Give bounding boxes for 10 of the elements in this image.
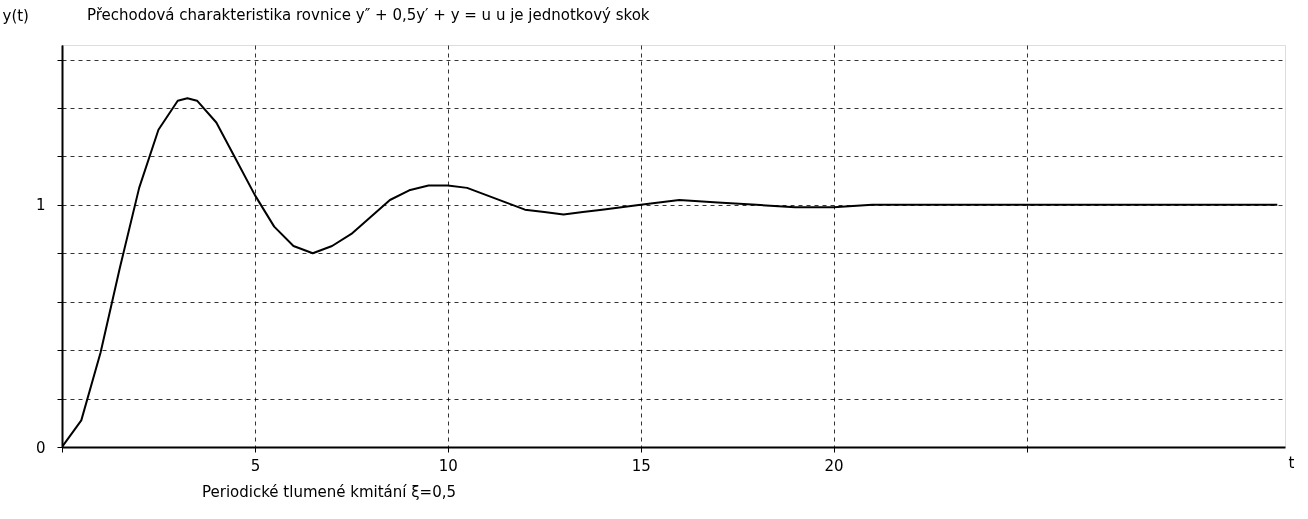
x-axis-title: t (1288, 453, 1295, 472)
x-tick-label: 15 (631, 456, 651, 475)
y-tick-label: 1 (35, 196, 46, 215)
x-tick-label: 10 (438, 456, 458, 475)
text: Periodické tlumené kmitání ξ=0,5 (202, 483, 457, 501)
y-axis-title: y(t) (2, 6, 29, 25)
y-tick-label: 0 (35, 438, 46, 457)
chart-title: Přechodová charakteristika rovnice y″ + 0,5y′ + y = u u je jednotkový skok (87, 6, 650, 24)
x-tick-label: 5 (250, 456, 261, 475)
x-tick-label: 20 (824, 456, 844, 475)
